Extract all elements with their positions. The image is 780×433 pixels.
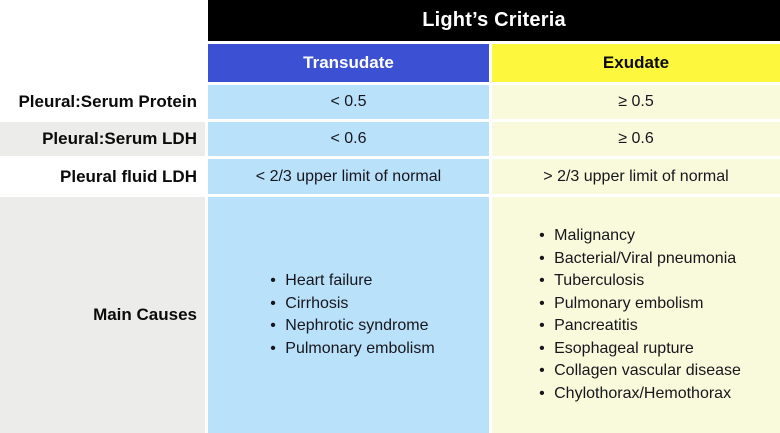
main-causes-transudate-cell: Heart failureCirrhosisNephrotic syndrome… [208, 197, 489, 433]
cause-item: Nephrotic syndrome [270, 315, 434, 338]
cause-item: Tuberculosis [539, 270, 741, 293]
cause-item: Collagen vascular disease [539, 360, 741, 383]
value-protein-exudate: ≥ 0.5 [492, 85, 780, 119]
header-row-spacer [0, 44, 205, 82]
cause-item: Bacterial/Viral pneumonia [539, 248, 741, 271]
column-header-transudate: Transudate [208, 44, 489, 82]
value-fluid-ldh-transudate: < 2/3 upper limit of normal [208, 159, 489, 194]
row-label-main-causes: Main Causes [0, 197, 205, 433]
row-label-pleural-fluid-ldh: Pleural fluid LDH [0, 159, 205, 194]
cause-item: Pulmonary embolism [539, 293, 741, 316]
cause-item: Malignancy [539, 225, 741, 248]
cause-item: Pulmonary embolism [270, 338, 434, 361]
value-fluid-ldh-exudate: > 2/3 upper limit of normal [492, 159, 780, 194]
value-ldh-ratio-exudate: ≥ 0.6 [492, 122, 780, 156]
value-protein-transudate: < 0.5 [208, 85, 489, 119]
exudate-causes-list: MalignancyBacterial/Viral pneumoniaTuber… [539, 225, 741, 405]
corner-spacer [0, 0, 205, 41]
cause-item: Heart failure [270, 270, 434, 293]
row-label-pleural-serum-ldh: Pleural:Serum LDH [0, 122, 205, 156]
table-title: Light’s Criteria [208, 0, 780, 41]
cause-item: Esophageal rupture [539, 338, 741, 361]
value-ldh-ratio-transudate: < 0.6 [208, 122, 489, 156]
main-causes-exudate-cell: MalignancyBacterial/Viral pneumoniaTuber… [492, 197, 780, 433]
cause-item: Pancreatitis [539, 315, 741, 338]
transudate-causes-list: Heart failureCirrhosisNephrotic syndrome… [270, 270, 434, 360]
row-label-pleural-serum-protein: Pleural:Serum Protein [0, 85, 205, 119]
cause-item: Cirrhosis [270, 293, 434, 316]
column-header-exudate: Exudate [492, 44, 780, 82]
cause-item: Chylothorax/Hemothorax [539, 383, 741, 406]
